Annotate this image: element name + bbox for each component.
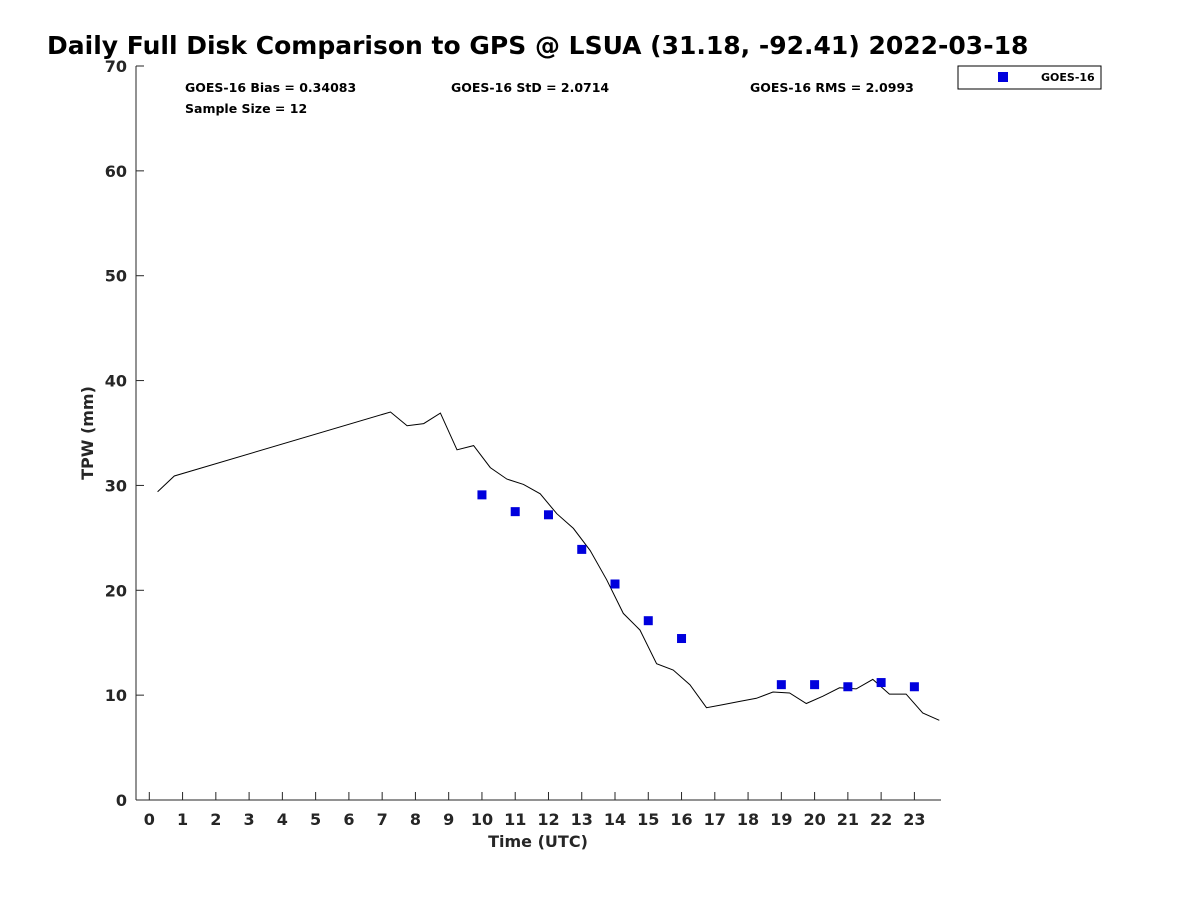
goes16-point: [610, 579, 620, 589]
x-tick-label: 10: [471, 810, 493, 829]
goes16-point: [776, 680, 786, 690]
gps-tpw-line: [157, 411, 940, 721]
y-tick-label: 0: [116, 791, 127, 810]
x-tick-label: 6: [343, 810, 354, 829]
x-tick-label: 22: [870, 810, 892, 829]
goes16-point: [810, 680, 820, 690]
goes16-point: [677, 634, 687, 644]
y-ticks: 0 10 20 30 40 50 60 70: [105, 57, 144, 810]
x-tick-label: 9: [443, 810, 454, 829]
legend: GOES-16: [957, 65, 1102, 90]
x-tick-label: 18: [737, 810, 759, 829]
x-tick-label: 14: [604, 810, 626, 829]
y-tick-label: 20: [105, 581, 127, 600]
x-tick-label: 5: [310, 810, 321, 829]
x-tick-label: 11: [504, 810, 526, 829]
stat-std: GOES-16 StD = 2.0714: [451, 80, 609, 95]
x-tick-label: 0: [144, 810, 155, 829]
goes16-point: [510, 507, 520, 517]
stat-rms: GOES-16 RMS = 2.0993: [750, 80, 914, 95]
x-tick-label: 21: [837, 810, 859, 829]
plot-area: [136, 66, 941, 800]
x-tick-label: 1: [177, 810, 188, 829]
x-tick-label: 20: [803, 810, 825, 829]
stat-sample-size: Sample Size = 12: [185, 101, 307, 116]
x-tick-label: 16: [670, 810, 692, 829]
x-tick-label: 12: [537, 810, 559, 829]
y-tick-label: 40: [105, 372, 127, 391]
stat-bias: GOES-16 Bias = 0.34083: [185, 80, 356, 95]
x-tick-label: 4: [277, 810, 288, 829]
x-tick-label: 17: [704, 810, 726, 829]
x-ticks: 0 1 2 3 4 5 6 7 8 9 10 11 12 13 14 15 16 17 18 19 20 21 22 23: [144, 792, 926, 829]
goes16-point: [543, 510, 553, 520]
x-tick-label: 8: [410, 810, 421, 829]
x-tick-label: 2: [210, 810, 221, 829]
x-tick-label: 7: [377, 810, 388, 829]
x-tick-label: 3: [244, 810, 255, 829]
x-tick-label: 23: [903, 810, 925, 829]
x-axis-label: Time (UTC): [488, 832, 588, 851]
y-tick-label: 50: [105, 267, 127, 286]
chart-title: Daily Full Disk Comparison to GPS @ LSUA…: [47, 31, 1028, 60]
goes16-point: [909, 682, 919, 692]
goes16-points: [477, 490, 919, 692]
x-tick-label: 13: [571, 810, 593, 829]
goes16-point: [843, 682, 853, 692]
legend-box: [957, 65, 1102, 90]
y-tick-label: 70: [105, 57, 127, 76]
goes16-point: [876, 678, 886, 688]
y-tick-label: 60: [105, 162, 127, 181]
goes16-point: [643, 616, 653, 626]
goes16-point: [577, 544, 587, 554]
x-tick-label: 15: [637, 810, 659, 829]
goes16-point: [477, 490, 487, 500]
y-tick-label: 10: [105, 686, 127, 705]
legend-label-goes16: GOES-16: [1041, 71, 1095, 84]
y-axis-label: TPW (mm): [78, 386, 97, 480]
legend-marker: [998, 72, 1008, 82]
y-tick-label: 30: [105, 476, 127, 495]
x-tick-label: 19: [770, 810, 792, 829]
